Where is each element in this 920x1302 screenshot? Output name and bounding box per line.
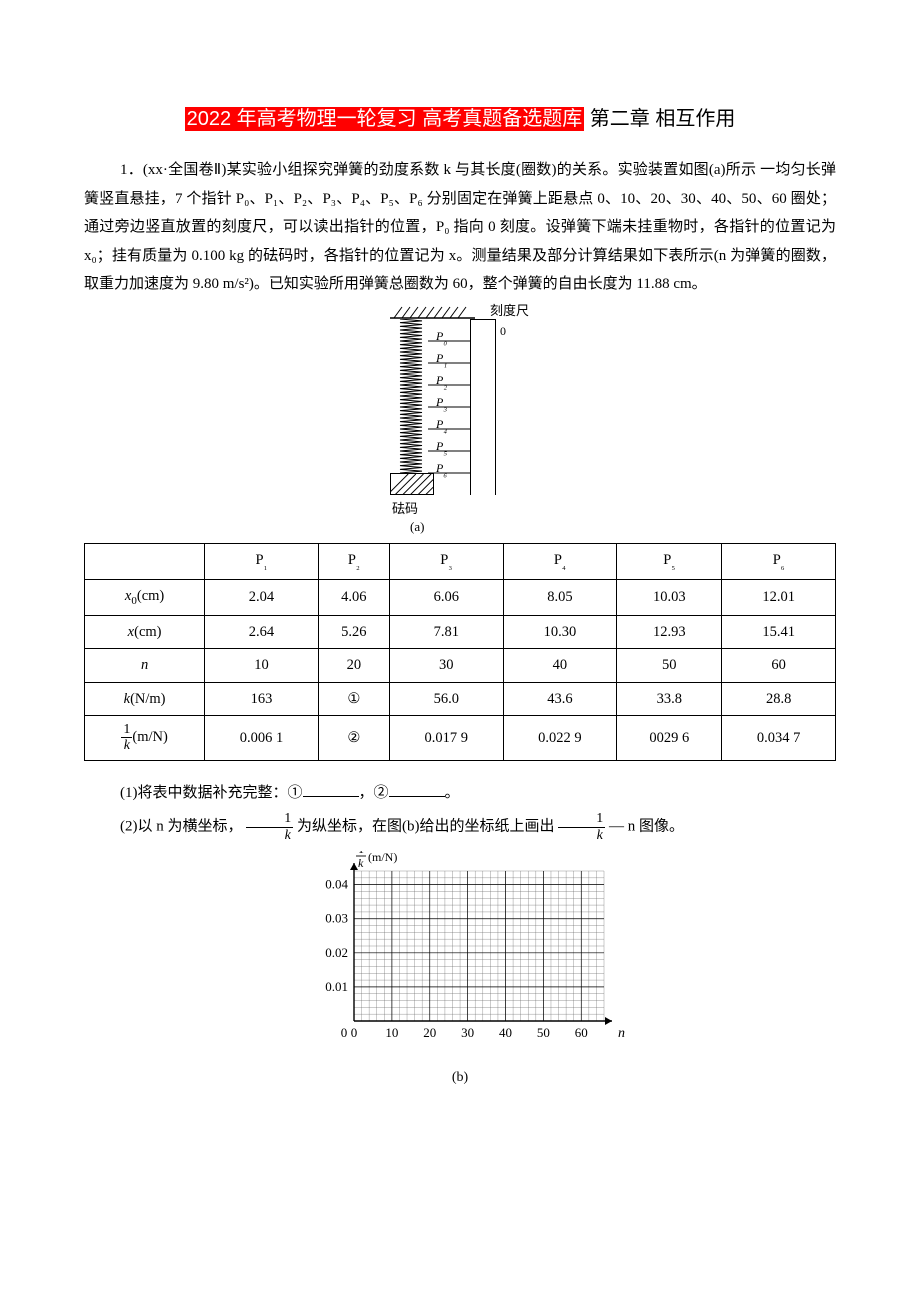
pointer-label: P₆	[436, 457, 470, 483]
table-cell: 0.006 1	[205, 715, 319, 760]
table-cell: 10.30	[503, 616, 617, 649]
table-header: P₁	[205, 543, 319, 579]
table-cell: 10.03	[617, 579, 722, 615]
spring-segment	[398, 429, 432, 451]
q1-sep: ，②	[359, 785, 389, 801]
blank-2[interactable]	[389, 780, 445, 797]
table-cell: 43.6	[503, 682, 617, 715]
row-label: x0(cm)	[85, 579, 205, 615]
svg-text:30: 30	[461, 1025, 474, 1040]
table-cell: 2.64	[205, 616, 319, 649]
table-header	[85, 543, 205, 579]
svg-text:60: 60	[575, 1025, 588, 1040]
q1-end: 。	[445, 785, 460, 801]
ceiling-hatch	[390, 305, 475, 319]
table-header: P₄	[503, 543, 617, 579]
row-label: k(N/m)	[85, 682, 205, 715]
table-cell: 28.8	[722, 682, 836, 715]
intro-paragraph: 1．(xx·全国卷Ⅱ)某实验小组探究弹簧的劲度系数 k 与其长度(圈数)的关系。…	[84, 156, 836, 299]
table-cell: 5.26	[318, 616, 389, 649]
svg-text:0: 0	[351, 1025, 358, 1040]
q1-text: (1)将表中数据补充完整：①	[120, 785, 303, 801]
table-header: P₆	[722, 543, 836, 579]
blank-1[interactable]	[303, 780, 359, 797]
chart-b-svg: 01020304050600.010.020.030.041k(m/N)n0	[290, 851, 630, 1061]
table-cell: ①	[318, 682, 389, 715]
frac-1k-b: 1k	[558, 811, 605, 843]
table-header: P₃	[389, 543, 503, 579]
figure-a-label: (a)	[410, 515, 424, 540]
svg-text:0.03: 0.03	[325, 911, 348, 926]
weight-box	[390, 473, 434, 495]
figure-b-label: (b)	[84, 1065, 836, 1092]
figure-b: 01020304050600.010.020.030.041k(m/N)n0	[84, 851, 836, 1061]
table-header: P₅	[617, 543, 722, 579]
table-cell: 163	[205, 682, 319, 715]
svg-text:n: n	[618, 1026, 625, 1041]
table-cell: 0029 6	[617, 715, 722, 760]
q2-pre: (2)以 n 为横坐标，	[120, 819, 243, 835]
table-cell: 33.8	[617, 682, 722, 715]
spring-segment	[398, 363, 432, 385]
question-2: (2)以 n 为横坐标， 1k 为纵坐标，在图(b)给出的坐标纸上画出 1k —…	[84, 811, 836, 843]
title-black: 第二章 相互作用	[584, 108, 735, 130]
frac-1k-a: 1k	[246, 811, 293, 843]
table-cell: 8.05	[503, 579, 617, 615]
table-cell: 12.93	[617, 616, 722, 649]
table-cell: 40	[503, 649, 617, 682]
q2-post: — n 图像。	[609, 819, 684, 835]
page-title: 2022 年高考物理一轮复习 高考真题备选题库 第二章 相互作用	[84, 100, 836, 138]
ruler-zero: 0	[500, 320, 506, 343]
table-cell: 0.034 7	[722, 715, 836, 760]
table-cell: 50	[617, 649, 722, 682]
table-cell: 0.022 9	[503, 715, 617, 760]
spring-segment	[398, 319, 432, 341]
svg-text:40: 40	[499, 1025, 512, 1040]
svg-text:0.02: 0.02	[325, 945, 348, 960]
figure-a: 刻度尺 0 砝码 (a) P₀P₁P₂P₃P₄P₅P₆	[84, 305, 836, 535]
row-label: 1k(m/N)	[85, 715, 205, 760]
svg-text:20: 20	[423, 1025, 436, 1040]
table-cell: 56.0	[389, 682, 503, 715]
table-cell: 15.41	[722, 616, 836, 649]
table-cell: ②	[318, 715, 389, 760]
table-cell: 30	[389, 649, 503, 682]
svg-text:0.04: 0.04	[325, 877, 348, 892]
svg-text:0: 0	[341, 1025, 348, 1040]
spring-segment	[398, 341, 432, 363]
row-label: x(cm)	[85, 616, 205, 649]
table-cell: 6.06	[389, 579, 503, 615]
svg-text:0.01: 0.01	[325, 979, 348, 994]
table-cell: 20	[318, 649, 389, 682]
table-cell: 12.01	[722, 579, 836, 615]
data-table: P₁P₂P₃P₄P₅P₆x0(cm)2.044.066.068.0510.031…	[84, 543, 836, 761]
table-cell: 7.81	[389, 616, 503, 649]
table-cell: 10	[205, 649, 319, 682]
spring	[398, 319, 432, 473]
table-cell: 2.04	[205, 579, 319, 615]
svg-text:50: 50	[537, 1025, 550, 1040]
title-red: 2022 年高考物理一轮复习 高考真题备选题库	[185, 107, 585, 131]
spring-segment	[398, 385, 432, 407]
svg-text:k: k	[358, 856, 364, 870]
question-1: (1)将表中数据补充完整：① ，② 。	[84, 779, 836, 808]
q2-mid: 为纵坐标，在图(b)给出的坐标纸上画出	[297, 819, 555, 835]
spring-segment	[398, 451, 432, 473]
ruler	[470, 319, 496, 495]
table-cell: 60	[722, 649, 836, 682]
table-header: P₂	[318, 543, 389, 579]
spring-segment	[398, 407, 432, 429]
row-label: n	[85, 649, 205, 682]
svg-text:10: 10	[385, 1025, 398, 1040]
svg-text:(m/N): (m/N)	[368, 851, 397, 864]
table-cell: 4.06	[318, 579, 389, 615]
table-cell: 0.017 9	[389, 715, 503, 760]
